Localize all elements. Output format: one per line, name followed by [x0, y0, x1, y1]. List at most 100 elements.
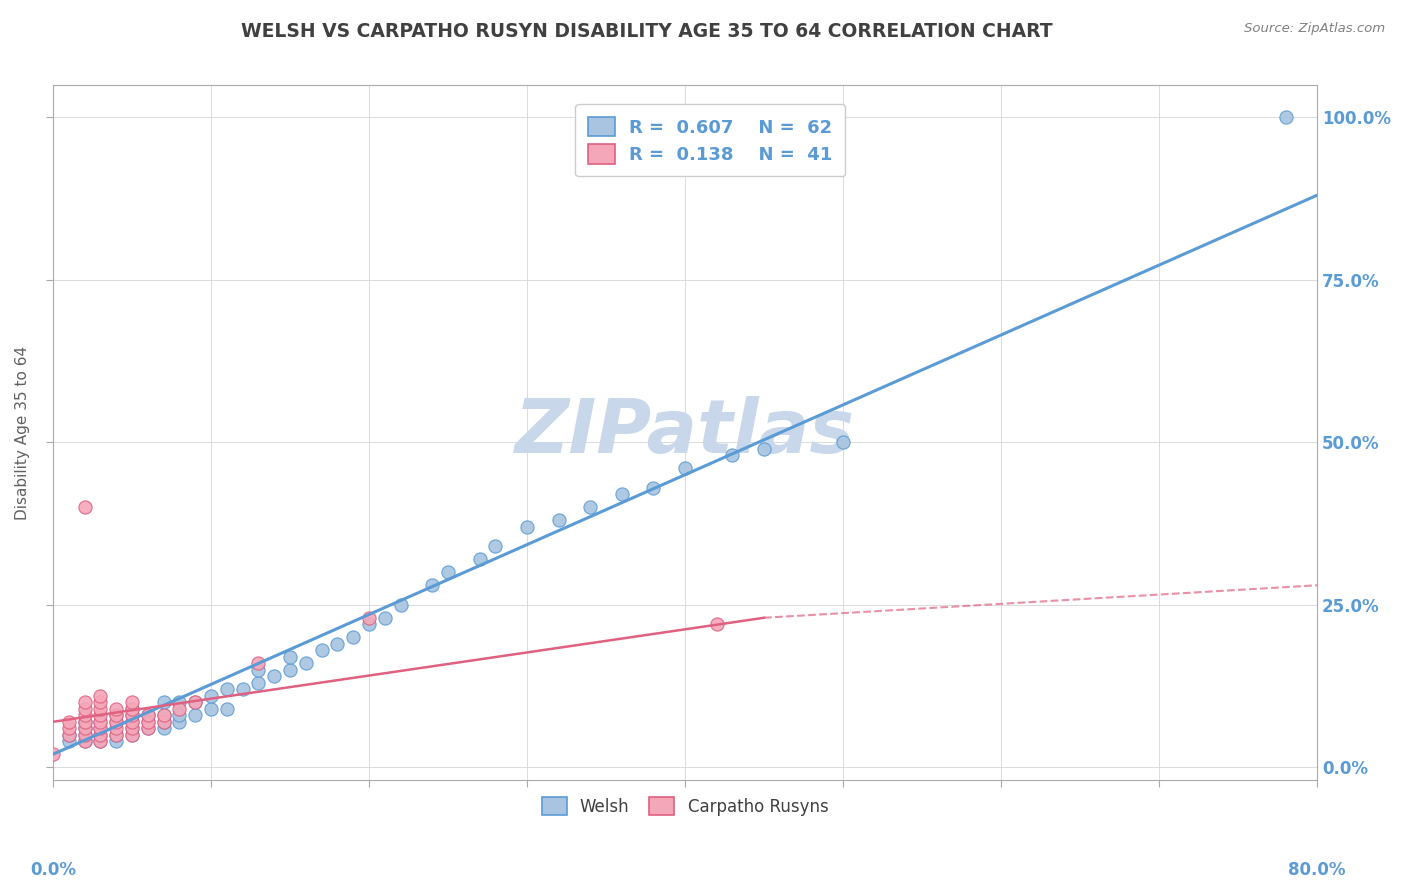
- Point: [152, 695, 174, 709]
- Point: [437, 566, 460, 580]
- Point: [105, 721, 128, 735]
- Point: [832, 435, 855, 450]
- Point: [579, 500, 602, 515]
- Point: [152, 721, 174, 735]
- Point: [169, 708, 191, 723]
- Point: [152, 708, 174, 723]
- Point: [169, 695, 191, 709]
- Text: ZIPatlas: ZIPatlas: [515, 396, 855, 469]
- Point: [105, 734, 128, 748]
- Point: [89, 714, 111, 729]
- Point: [89, 734, 111, 748]
- Legend: Welsh, Carpatho Rusyns: Welsh, Carpatho Rusyns: [533, 789, 837, 824]
- Point: [547, 513, 569, 527]
- Point: [89, 721, 111, 735]
- Point: [73, 734, 96, 748]
- Point: [247, 675, 270, 690]
- Point: [484, 539, 506, 553]
- Y-axis label: Disability Age 35 to 64: Disability Age 35 to 64: [15, 345, 30, 519]
- Point: [121, 702, 143, 716]
- Point: [232, 682, 254, 697]
- Point: [247, 657, 270, 671]
- Point: [247, 663, 270, 677]
- Point: [215, 682, 238, 697]
- Point: [105, 708, 128, 723]
- Point: [152, 714, 174, 729]
- Point: [643, 481, 665, 495]
- Point: [278, 649, 301, 664]
- Point: [58, 728, 80, 742]
- Point: [752, 442, 775, 456]
- Point: [105, 702, 128, 716]
- Text: 80.0%: 80.0%: [1288, 861, 1346, 879]
- Point: [468, 552, 491, 566]
- Point: [89, 734, 111, 748]
- Point: [121, 728, 143, 742]
- Point: [294, 657, 316, 671]
- Point: [342, 630, 364, 644]
- Point: [73, 714, 96, 729]
- Text: 0.0%: 0.0%: [30, 861, 76, 879]
- Point: [105, 714, 128, 729]
- Point: [42, 747, 65, 762]
- Point: [516, 520, 538, 534]
- Point: [673, 461, 696, 475]
- Point: [73, 708, 96, 723]
- Point: [136, 714, 159, 729]
- Point: [326, 637, 349, 651]
- Point: [136, 721, 159, 735]
- Point: [169, 702, 191, 716]
- Point: [215, 702, 238, 716]
- Point: [121, 728, 143, 742]
- Point: [136, 708, 159, 723]
- Point: [73, 695, 96, 709]
- Point: [73, 721, 96, 735]
- Point: [58, 728, 80, 742]
- Point: [184, 695, 207, 709]
- Point: [73, 728, 96, 742]
- Point: [89, 728, 111, 742]
- Point: [121, 708, 143, 723]
- Point: [105, 708, 128, 723]
- Point: [374, 611, 396, 625]
- Point: [721, 448, 744, 462]
- Point: [420, 578, 443, 592]
- Point: [89, 721, 111, 735]
- Point: [357, 617, 380, 632]
- Text: Source: ZipAtlas.com: Source: ZipAtlas.com: [1244, 22, 1385, 36]
- Point: [610, 487, 633, 501]
- Point: [73, 500, 96, 515]
- Point: [200, 689, 222, 703]
- Point: [200, 702, 222, 716]
- Point: [152, 708, 174, 723]
- Point: [263, 669, 285, 683]
- Point: [58, 721, 80, 735]
- Point: [136, 721, 159, 735]
- Point: [73, 714, 96, 729]
- Point: [706, 617, 728, 632]
- Point: [121, 721, 143, 735]
- Point: [89, 689, 111, 703]
- Point: [121, 708, 143, 723]
- Point: [121, 721, 143, 735]
- Point: [136, 708, 159, 723]
- Point: [311, 643, 333, 657]
- Point: [89, 695, 111, 709]
- Point: [136, 714, 159, 729]
- Point: [389, 598, 412, 612]
- Point: [58, 714, 80, 729]
- Point: [357, 611, 380, 625]
- Point: [121, 702, 143, 716]
- Point: [278, 663, 301, 677]
- Point: [73, 721, 96, 735]
- Point: [89, 708, 111, 723]
- Point: [184, 695, 207, 709]
- Point: [121, 714, 143, 729]
- Point: [121, 714, 143, 729]
- Point: [58, 734, 80, 748]
- Text: WELSH VS CARPATHO RUSYN DISABILITY AGE 35 TO 64 CORRELATION CHART: WELSH VS CARPATHO RUSYN DISABILITY AGE 3…: [240, 22, 1053, 41]
- Point: [105, 728, 128, 742]
- Point: [121, 695, 143, 709]
- Point: [1274, 110, 1296, 124]
- Point: [89, 728, 111, 742]
